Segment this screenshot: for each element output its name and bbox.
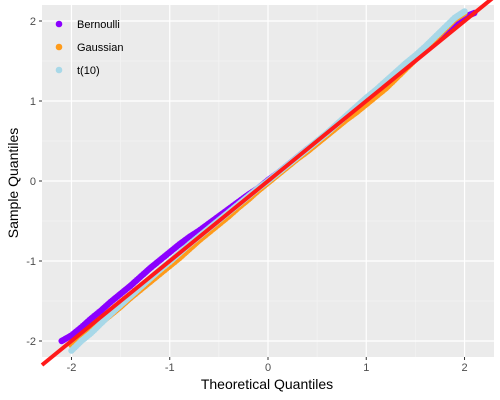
x-axis-title: Theoretical Quantiles	[201, 376, 333, 392]
legend: Bernoulli Gaussian t(10)	[55, 19, 123, 77]
legend-label: Gaussian	[77, 42, 123, 54]
x-tick-label: 1	[363, 362, 369, 374]
y-tick-label: -1	[26, 256, 36, 268]
y-tick-label: 0	[30, 176, 36, 188]
reference-line	[40, 0, 494, 367]
x-tick-label: 2	[461, 362, 467, 374]
y-axis-ticks: -2 -1 0 1 2	[26, 16, 42, 348]
y-tick-label: 2	[30, 16, 36, 28]
x-tick-label: -1	[165, 362, 175, 374]
y-axis-title: Sample Quantiles	[5, 128, 21, 239]
x-axis-ticks: -2 -1 0 1 2	[67, 357, 468, 374]
y-tick-label: -2	[26, 336, 36, 348]
x-tick-label: -2	[67, 362, 77, 374]
data-point	[461, 8, 468, 15]
legend-key	[55, 43, 63, 51]
x-tick-label: 0	[265, 362, 271, 374]
legend-label: t(10)	[77, 65, 100, 77]
y-tick-label: 1	[30, 96, 36, 108]
legend-label: Bernoulli	[77, 19, 120, 31]
legend-key	[55, 66, 63, 74]
reference-line-layer	[40, 0, 494, 367]
legend-key	[55, 20, 63, 28]
